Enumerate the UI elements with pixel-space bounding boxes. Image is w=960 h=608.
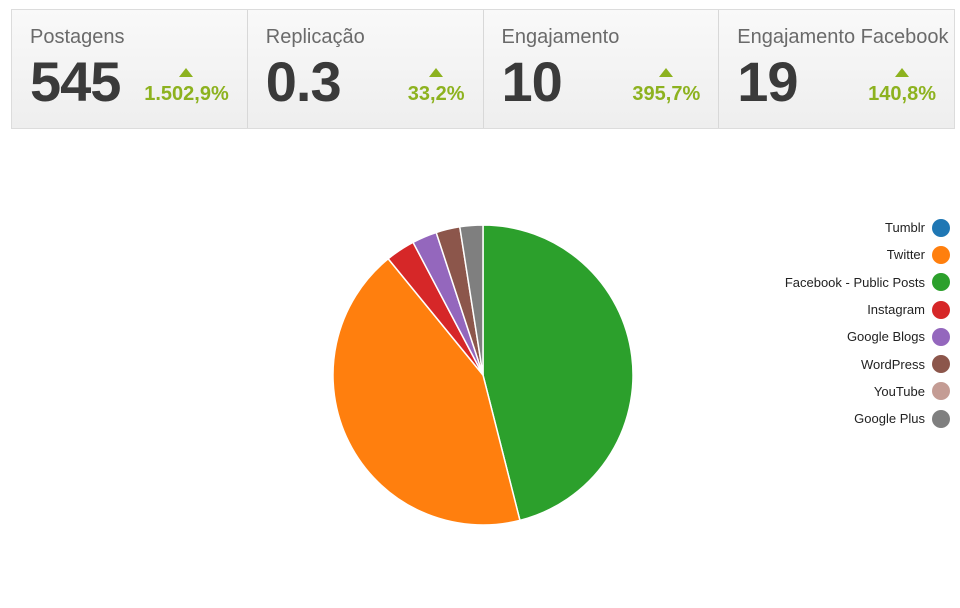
legend-label: Tumblr	[885, 220, 925, 236]
legend-item[interactable]: WordPress	[630, 350, 950, 377]
legend-item[interactable]: Google Plus	[630, 405, 950, 432]
kpi-value: 545	[30, 50, 121, 113]
legend-swatch	[932, 382, 950, 401]
kpi-value: 10	[501, 50, 563, 113]
legend-item[interactable]: Twitter	[630, 241, 950, 268]
legend-swatch	[932, 245, 950, 264]
pie-slice-google-plus[interactable]	[458, 224, 484, 376]
kpi-value: 19	[737, 50, 798, 113]
legend-label: Twitter	[886, 247, 925, 263]
arrow-up-icon	[895, 68, 910, 77]
pie-slice-twitter[interactable]	[332, 257, 521, 526]
kpi-delta: 395,7%	[632, 68, 700, 106]
pie-slice-facebook-public-posts[interactable]	[482, 224, 634, 522]
legend-swatch	[932, 273, 950, 292]
pie-chart	[332, 224, 634, 526]
kpi-delta-value: 1.502,9%	[144, 83, 229, 105]
arrow-up-icon	[179, 68, 194, 77]
arrow-up-icon	[659, 68, 674, 77]
legend-item[interactable]: YouTube	[630, 378, 950, 405]
legend-item[interactable]: Google Blogs	[630, 323, 950, 350]
kpi-value: 0.3	[265, 50, 342, 113]
kpi-label: Postagens	[30, 26, 125, 48]
legend-label: YouTube	[873, 383, 925, 399]
kpi-delta-value: 140,8%	[868, 83, 936, 105]
legend-item[interactable]: Facebook - Public Posts	[630, 269, 950, 296]
kpi-delta: 140,8%	[868, 68, 936, 106]
legend-item[interactable]: Tumblr	[630, 214, 950, 241]
legend-item[interactable]: Instagram	[630, 296, 950, 323]
kpi-delta-value: 33,2%	[407, 83, 465, 105]
legend-label: Instagram	[867, 302, 925, 318]
kpi-card-engajamento[interactable]: Engajamento 10 395,7%	[483, 10, 720, 128]
kpi-label: Replicação	[265, 26, 365, 48]
legend-swatch	[932, 327, 950, 346]
kpi-label: Engajamento	[501, 26, 620, 48]
chart-legend: Tumblr Twitter Facebook - Public Posts Inst…	[630, 214, 950, 432]
kpi-delta: 33,2%	[408, 68, 465, 106]
kpi-card-engajamento-facebook[interactable]: Engajamento Facebook 19 140,8%	[719, 10, 954, 128]
pie-slices	[332, 224, 634, 526]
legend-label: Facebook - Public Posts	[784, 274, 925, 290]
kpi-label: Engajamento Facebook	[737, 26, 949, 48]
legend-label: Google Plus	[854, 411, 925, 427]
legend-swatch	[932, 409, 950, 428]
legend-swatch	[932, 218, 950, 237]
legend-swatch	[932, 300, 950, 319]
legend-swatch	[932, 355, 950, 374]
kpi-row: Postagens 545 1.502,9% Replicação 0.3 33…	[11, 9, 955, 129]
kpi-card-postagens[interactable]: Postagens 545 1.502,9%	[12, 10, 248, 128]
legend-label: Google Blogs	[846, 329, 925, 345]
legend-label: WordPress	[860, 356, 925, 372]
kpi-delta: 1.502,9%	[144, 68, 229, 106]
kpi-card-replicacao[interactable]: Replicação 0.3 33,2%	[247, 10, 484, 128]
arrow-up-icon	[429, 68, 444, 77]
kpi-delta-value: 395,7%	[632, 83, 701, 105]
